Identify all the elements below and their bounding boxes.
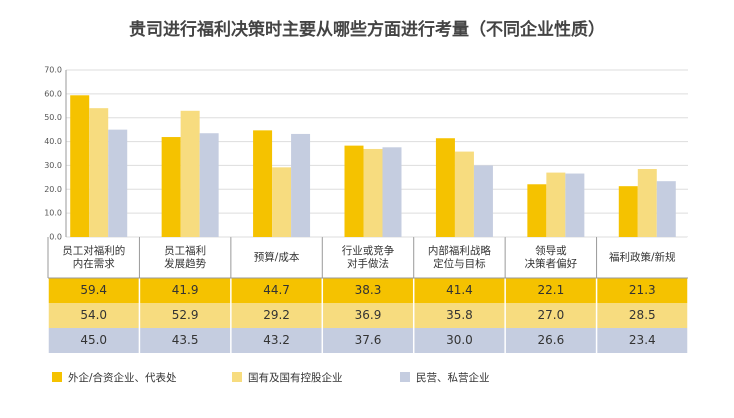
value-label: 30.0: [446, 333, 473, 347]
bar: [253, 130, 273, 237]
value-label: 43.2: [263, 333, 290, 347]
legend-label: 国有及国有控股企业: [248, 371, 343, 384]
value-label: 45.0: [80, 333, 107, 347]
category-label: 领导或: [535, 244, 567, 257]
value-label: 26.6: [537, 333, 564, 347]
bar: [473, 165, 493, 237]
y-tick-label: 0.0: [49, 233, 62, 242]
bar: [435, 138, 455, 237]
bar: [161, 137, 181, 237]
bar: [363, 148, 383, 237]
bar: [454, 151, 474, 237]
y-tick-label: 70.0: [44, 66, 62, 75]
y-tick-label: 20.0: [44, 185, 62, 194]
bar: [565, 173, 585, 237]
value-label: 54.0: [80, 308, 107, 322]
value-label: 52.9: [172, 308, 199, 322]
value-label: 28.5: [629, 308, 656, 322]
bar: [291, 133, 311, 237]
value-label: 36.9: [355, 308, 382, 322]
legend-swatch: [232, 372, 242, 382]
value-label: 29.2: [263, 308, 290, 322]
category-label: 员工福利: [164, 244, 206, 257]
value-label: 38.3: [355, 283, 382, 297]
category-label: 内在需求: [73, 257, 115, 270]
chart-title: 贵司进行福利决策时主要从哪些方面进行考量（不同企业性质）: [129, 19, 605, 40]
value-label: 37.6: [355, 333, 382, 347]
category-label: 发展趋势: [164, 257, 206, 270]
bar: [70, 95, 90, 237]
legend-swatch: [400, 372, 410, 382]
table-row-bg: [48, 303, 688, 328]
bar: [272, 167, 292, 237]
value-label: 59.4: [80, 283, 107, 297]
category-label: 预算/成本: [254, 251, 300, 264]
bar: [656, 181, 676, 237]
legend-label: 民营、私营企业: [416, 371, 490, 384]
bar: [89, 108, 109, 238]
value-label: 41.9: [172, 283, 199, 297]
value-label: 41.4: [446, 283, 473, 297]
category-label: 决策者偏好: [525, 257, 578, 270]
y-tick-label: 10.0: [44, 209, 62, 218]
y-tick-label: 60.0: [44, 89, 62, 98]
bar: [637, 169, 657, 237]
value-label: 23.4: [629, 333, 656, 347]
bar: [382, 147, 402, 237]
category-label: 定位与目标: [433, 257, 486, 270]
bar: [527, 184, 547, 237]
value-label: 22.1: [537, 283, 564, 297]
y-tick-label: 30.0: [44, 161, 62, 170]
value-label: 35.8: [446, 308, 473, 322]
category-label: 行业或竞争: [342, 244, 395, 257]
value-label: 21.3: [629, 283, 656, 297]
category-label: 对手做法: [347, 257, 389, 270]
value-label: 43.5: [172, 333, 199, 347]
bar: [344, 145, 364, 237]
legend-label: 外企/合资企业、代表处: [68, 371, 177, 384]
table-row-bg: [48, 328, 688, 353]
category-label: 福利政策/新规: [609, 251, 676, 264]
bar: [199, 133, 219, 237]
y-tick-label: 40.0: [44, 137, 62, 146]
bar: [546, 172, 566, 237]
table-row-bg: [48, 278, 688, 303]
legend-swatch: [52, 372, 62, 382]
category-label: 内部福利战略: [428, 244, 491, 257]
value-label: 44.7: [263, 283, 290, 297]
category-label: 员工对福利的: [62, 244, 125, 257]
y-tick-label: 50.0: [44, 113, 62, 122]
value-label: 27.0: [537, 308, 564, 322]
bar: [618, 186, 638, 237]
bar: [108, 129, 128, 237]
bar: [180, 110, 200, 237]
